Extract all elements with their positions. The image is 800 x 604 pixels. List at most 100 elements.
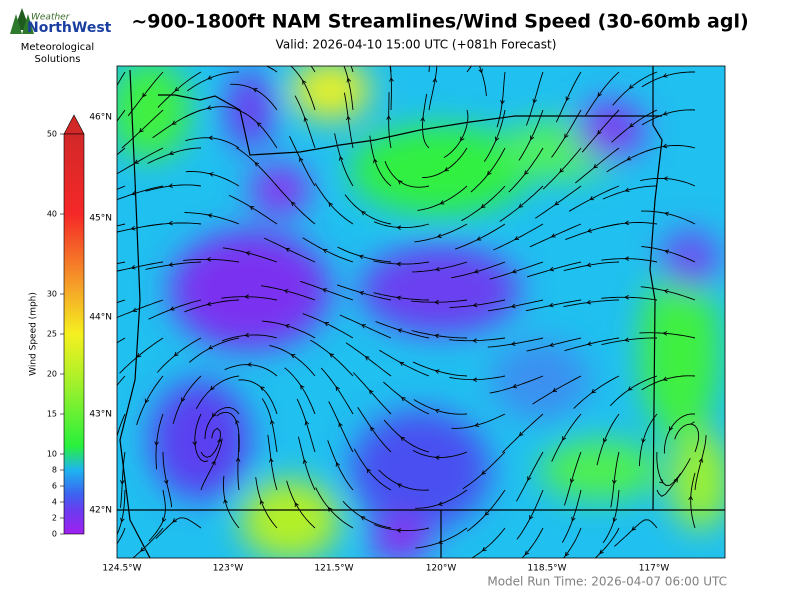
streamline: [575, 147, 620, 184]
streamline: [320, 367, 354, 415]
streamline: [641, 109, 696, 126]
streamline-arrow: [144, 398, 150, 404]
streamline-arrow: [284, 323, 290, 329]
streamline: [601, 296, 658, 301]
streamline-arrow: [624, 256, 630, 261]
streamline: [315, 487, 354, 529]
streamline: [516, 451, 544, 502]
streamline-arrow: [564, 133, 569, 139]
streamline-arrow: [434, 455, 440, 460]
lon-labels: 124.5°W 123°W 121.5°W 120°W 118.5°W 117°…: [102, 564, 669, 574]
streamline-arrow: [397, 328, 403, 333]
streamline-arrow: [627, 386, 633, 391]
streamline-arrow: [94, 229, 98, 233]
streamline: [136, 375, 164, 426]
colorbar-tick-label: 10: [47, 450, 57, 459]
streamline-arrow: [154, 441, 159, 447]
streamline: [422, 147, 468, 178]
streamline: [261, 398, 278, 453]
streamline: [412, 449, 468, 458]
streamline-arrow: [132, 307, 138, 313]
streamline-arrow: [249, 206, 255, 211]
streamline-arrow: [140, 547, 145, 552]
streamline: [117, 299, 164, 318]
streamline: [451, 261, 506, 279]
streamline: [156, 337, 202, 373]
streamline: [601, 258, 658, 263]
streamline-arrow: [360, 324, 366, 329]
streamline: [449, 337, 506, 342]
streamline-arrow: [120, 517, 125, 523]
logo-subtitle-box: Meteorological Solutions: [21, 42, 94, 65]
streamline: [119, 337, 164, 374]
streamline: [449, 299, 506, 308]
streamline: [300, 280, 354, 301]
streamline-arrow: [481, 470, 486, 475]
logo-line2: NorthWest: [27, 20, 112, 36]
streamline: [563, 299, 620, 308]
streamline-arrow: [168, 220, 173, 226]
streamline: [290, 66, 316, 111]
streamline: [493, 223, 544, 251]
streamline-arrow: [322, 249, 328, 254]
streamline-arrow: [532, 98, 538, 104]
streamline-arrow: [641, 438, 646, 444]
streamline: [601, 337, 657, 346]
valid-time: Valid: 2026-04-10 15:00 UTC (+081h Forec…: [276, 38, 557, 52]
streamline-arrow: [303, 116, 308, 122]
streamline: [148, 299, 202, 320]
streamline: [656, 451, 682, 486]
lat-label: 46°N: [89, 113, 112, 123]
lon-label: 118.5°W: [527, 564, 566, 574]
streamline-arrow: [139, 127, 144, 133]
streamline-arrow: [130, 225, 136, 231]
streamline-arrow: [688, 495, 693, 501]
streamline: [470, 147, 506, 193]
streamline-arrow: [673, 477, 679, 483]
streamline: [466, 66, 487, 97]
streamline-arrow: [361, 210, 366, 216]
streamline-arrow: [484, 511, 490, 516]
streamline: [221, 334, 278, 342]
streamline-arrow: [207, 75, 213, 80]
streamline: [222, 475, 240, 529]
streamline-arrow: [400, 396, 406, 402]
streamline-arrow: [358, 254, 364, 260]
streamline-arrow: [624, 337, 630, 343]
streamline-arrow: [434, 333, 440, 339]
streamline-arrow: [246, 362, 252, 367]
streamline: [286, 480, 316, 529]
streamline: [488, 299, 544, 312]
streamline-arrow: [569, 478, 575, 484]
streamline-arrow: [586, 262, 592, 268]
streamline: [373, 260, 430, 265]
streamline-arrow: [527, 476, 532, 482]
streamline: [157, 71, 202, 108]
streamline: [342, 500, 392, 529]
streamline-arrow: [396, 225, 402, 230]
streamline: [264, 237, 316, 263]
streamline-arrow: [302, 458, 308, 464]
streamline: [373, 221, 430, 229]
streamline-arrow: [338, 422, 343, 428]
streamline-arrow: [624, 220, 629, 226]
streamline-arrow: [552, 387, 558, 392]
colorbar-tick-label: 0: [52, 530, 57, 539]
streamline: [314, 183, 354, 225]
streamline: [412, 261, 468, 273]
streamline: [265, 66, 278, 73]
streamline-arrow: [511, 268, 517, 274]
colorbar-tick-label: 40: [47, 210, 57, 219]
streamline: [327, 440, 354, 491]
streamline: [294, 95, 316, 149]
streamline: [269, 344, 316, 377]
streamline: [221, 296, 278, 301]
streamline: [127, 71, 164, 117]
streamline-arrow: [290, 201, 296, 207]
streamline-arrow: [235, 419, 240, 425]
streamline-arrow: [235, 457, 241, 462]
streamline-arrow: [373, 158, 378, 164]
streamline: [302, 237, 354, 263]
streamline: [594, 527, 620, 558]
streamline-arrow: [434, 369, 440, 374]
